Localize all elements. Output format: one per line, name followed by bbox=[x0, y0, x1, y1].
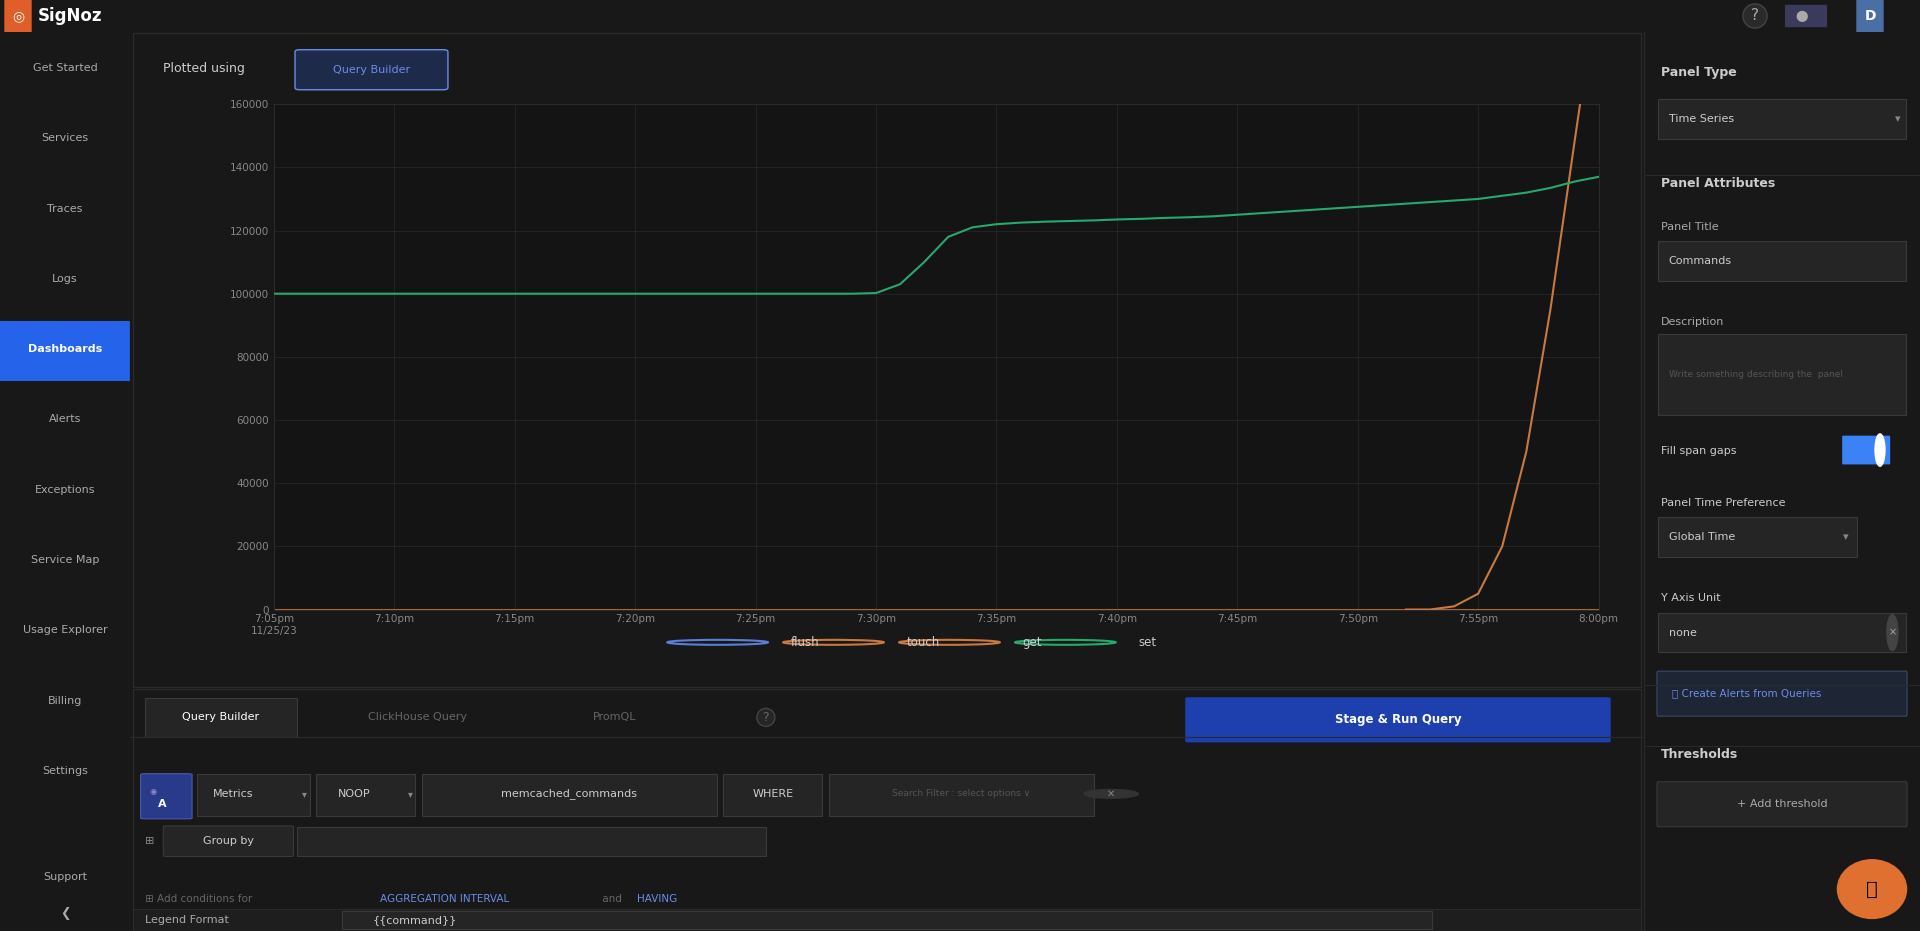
Text: Group by: Group by bbox=[204, 836, 253, 846]
Text: Stage & Run Query: Stage & Run Query bbox=[1334, 713, 1461, 726]
Text: ×: × bbox=[1889, 627, 1897, 638]
Circle shape bbox=[1857, 0, 1884, 432]
Text: Exceptions: Exceptions bbox=[35, 485, 96, 494]
FancyBboxPatch shape bbox=[1786, 5, 1828, 27]
Text: Dashboards: Dashboards bbox=[29, 344, 102, 354]
Text: get: get bbox=[1021, 636, 1043, 649]
FancyBboxPatch shape bbox=[296, 827, 766, 856]
Text: Description: Description bbox=[1661, 317, 1724, 328]
Text: Legend Format: Legend Format bbox=[146, 915, 228, 924]
Text: ▾: ▾ bbox=[407, 789, 413, 799]
Text: Time Series: Time Series bbox=[1668, 115, 1734, 124]
Text: ✕: ✕ bbox=[1108, 789, 1116, 799]
Text: Panel Time Preference: Panel Time Preference bbox=[1661, 498, 1786, 508]
Text: Panel Title: Panel Title bbox=[1661, 223, 1718, 232]
FancyBboxPatch shape bbox=[1657, 613, 1907, 653]
Text: ▾: ▾ bbox=[1843, 533, 1849, 542]
Text: none: none bbox=[1668, 627, 1697, 638]
Text: A: A bbox=[157, 799, 167, 808]
Text: Usage Explorer: Usage Explorer bbox=[23, 626, 108, 635]
Text: Services: Services bbox=[42, 133, 88, 143]
FancyBboxPatch shape bbox=[1185, 697, 1611, 742]
Text: ▾: ▾ bbox=[301, 789, 307, 799]
Text: touch: touch bbox=[906, 636, 939, 649]
FancyBboxPatch shape bbox=[1657, 782, 1907, 827]
Text: memcached_commands: memcached_commands bbox=[501, 789, 637, 800]
Text: Plotted using: Plotted using bbox=[163, 61, 246, 74]
Text: ClickHouse Query: ClickHouse Query bbox=[369, 712, 467, 722]
Text: ?: ? bbox=[1751, 8, 1759, 23]
Text: Fill span gaps: Fill span gaps bbox=[1661, 446, 1736, 456]
Text: + Add threshold: + Add threshold bbox=[1738, 799, 1828, 809]
Text: D: D bbox=[1864, 9, 1876, 23]
Text: NOOP: NOOP bbox=[338, 789, 371, 799]
FancyBboxPatch shape bbox=[146, 698, 296, 736]
Text: flush: flush bbox=[791, 636, 820, 649]
FancyBboxPatch shape bbox=[140, 774, 192, 819]
FancyBboxPatch shape bbox=[196, 775, 311, 816]
Text: Write something describing the  panel: Write something describing the panel bbox=[1668, 370, 1843, 379]
FancyBboxPatch shape bbox=[1657, 334, 1907, 415]
FancyBboxPatch shape bbox=[724, 775, 822, 816]
Circle shape bbox=[1876, 434, 1885, 466]
Text: Traces: Traces bbox=[48, 204, 83, 213]
FancyBboxPatch shape bbox=[317, 775, 415, 816]
FancyBboxPatch shape bbox=[1657, 671, 1907, 716]
Text: Service Map: Service Map bbox=[31, 555, 100, 565]
Text: Commands: Commands bbox=[1668, 256, 1732, 266]
Text: Support: Support bbox=[42, 872, 86, 882]
Text: WHERE: WHERE bbox=[753, 789, 795, 799]
FancyBboxPatch shape bbox=[1657, 100, 1907, 139]
Text: Thresholds: Thresholds bbox=[1661, 749, 1738, 762]
Text: Query Builder: Query Builder bbox=[182, 712, 259, 722]
Circle shape bbox=[1083, 789, 1139, 798]
Circle shape bbox=[1837, 860, 1907, 918]
Circle shape bbox=[6, 0, 31, 432]
Text: Alerts: Alerts bbox=[48, 414, 81, 425]
Text: Panel Attributes: Panel Attributes bbox=[1661, 178, 1774, 191]
Text: Query Builder: Query Builder bbox=[332, 65, 411, 74]
Text: Y Axis Unit: Y Axis Unit bbox=[1661, 593, 1720, 603]
Text: SigNoz: SigNoz bbox=[38, 7, 102, 25]
Text: Get Started: Get Started bbox=[33, 63, 98, 73]
Text: ?: ? bbox=[762, 711, 770, 724]
Text: Global Time: Global Time bbox=[1668, 533, 1736, 542]
FancyBboxPatch shape bbox=[1657, 518, 1857, 557]
Text: HAVING: HAVING bbox=[637, 895, 678, 904]
Circle shape bbox=[1887, 614, 1897, 651]
Text: Panel Type: Panel Type bbox=[1661, 66, 1736, 79]
Text: 💬: 💬 bbox=[1866, 880, 1878, 898]
FancyBboxPatch shape bbox=[0, 321, 131, 381]
Text: set: set bbox=[1139, 636, 1156, 649]
Text: ❮: ❮ bbox=[60, 907, 71, 920]
Text: ⊞ Add conditions for: ⊞ Add conditions for bbox=[146, 895, 255, 904]
Text: Billing: Billing bbox=[48, 695, 83, 706]
Text: PromQL: PromQL bbox=[593, 712, 636, 722]
Text: ⬤: ⬤ bbox=[1795, 10, 1809, 21]
Text: Settings: Settings bbox=[42, 766, 88, 776]
FancyBboxPatch shape bbox=[163, 826, 294, 857]
Text: Logs: Logs bbox=[52, 274, 79, 284]
FancyBboxPatch shape bbox=[132, 909, 1642, 930]
Text: ◎: ◎ bbox=[12, 9, 25, 23]
Text: Search Filter : select options ∨: Search Filter : select options ∨ bbox=[893, 789, 1031, 799]
Text: ◉: ◉ bbox=[150, 787, 157, 796]
Text: and: and bbox=[599, 895, 626, 904]
FancyBboxPatch shape bbox=[342, 911, 1432, 929]
FancyBboxPatch shape bbox=[829, 775, 1094, 816]
Text: ⊞: ⊞ bbox=[146, 836, 154, 846]
FancyBboxPatch shape bbox=[1657, 241, 1907, 281]
Text: AGGREGATION INTERVAL: AGGREGATION INTERVAL bbox=[380, 895, 509, 904]
Text: ▾: ▾ bbox=[1895, 115, 1901, 124]
Text: {{command}}: {{command}} bbox=[372, 915, 457, 924]
FancyBboxPatch shape bbox=[1841, 436, 1889, 465]
FancyBboxPatch shape bbox=[422, 775, 718, 816]
Text: ⤴ Create Alerts from Queries: ⤴ Create Alerts from Queries bbox=[1672, 689, 1820, 698]
FancyBboxPatch shape bbox=[296, 49, 447, 89]
Text: Metrics: Metrics bbox=[213, 789, 253, 799]
